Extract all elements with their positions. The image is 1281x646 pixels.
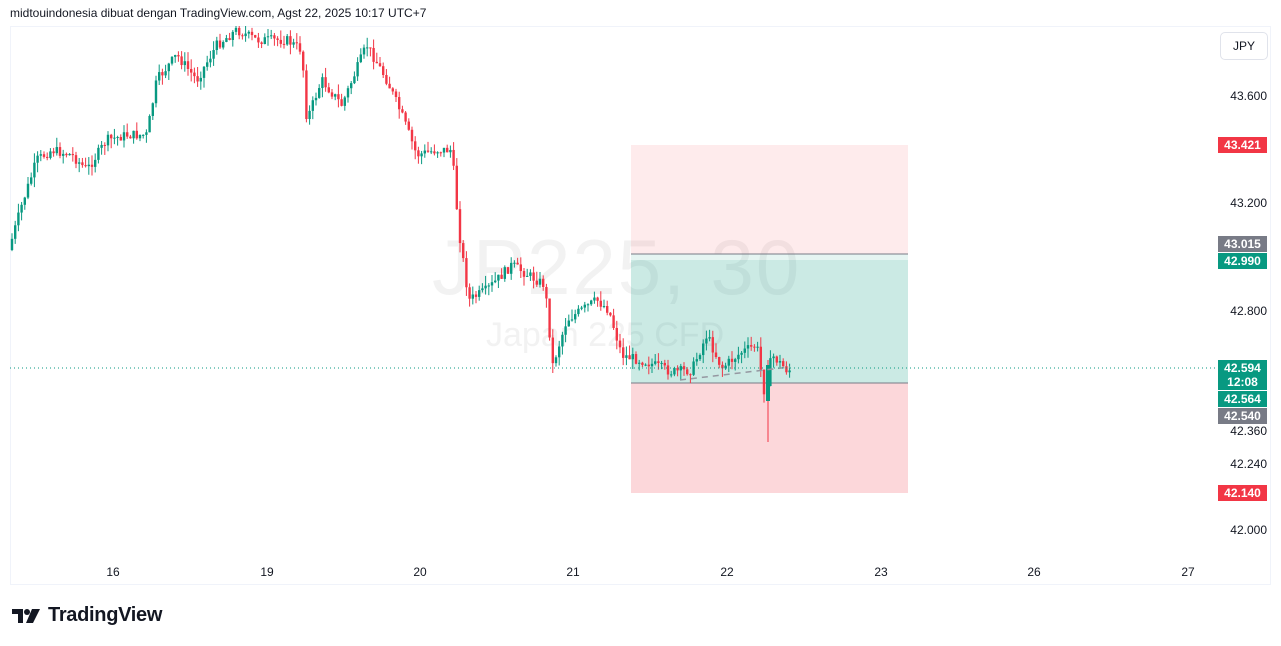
time-tick-label: 21 (566, 565, 580, 579)
price-tick-label: 42.240 (1230, 457, 1267, 471)
chart-attribution: midtouindonesia dibuat dengan TradingVie… (10, 6, 427, 20)
price-tag: 42.564 (1218, 391, 1267, 407)
chart-pane[interactable] (10, 26, 1271, 585)
price-tick-label: 43.200 (1230, 196, 1267, 210)
target-zone (631, 145, 908, 254)
symbol-watermark: JP225, 30 (432, 223, 802, 311)
dashed-trend-line (679, 366, 791, 381)
tradingview-logo-icon (12, 608, 40, 623)
time-tick-label: 23 (874, 565, 888, 579)
price-tag: 43.015 (1218, 236, 1267, 252)
price-tick-label: 42.000 (1230, 523, 1267, 537)
price-tag: 42.594 (1218, 360, 1267, 376)
time-tick-label: 20 (413, 565, 427, 579)
stop-zone (631, 383, 908, 493)
time-tick-label: 19 (260, 565, 274, 579)
price-tag: 43.421 (1218, 137, 1267, 153)
price-tick-label: 43.600 (1230, 89, 1267, 103)
price-tick-label: 42.800 (1230, 304, 1267, 318)
time-tick-label: 27 (1181, 565, 1195, 579)
currency-button[interactable]: JPY (1220, 32, 1268, 60)
logo-text: TradingView (48, 604, 163, 626)
time-tick-label: 22 (720, 565, 734, 579)
tradingview-logo[interactable]: TradingView (12, 604, 162, 627)
price-tick-label: 42.360 (1230, 424, 1267, 438)
description-watermark: Japan 225 CFD (486, 316, 725, 354)
price-tag: 42.140 (1218, 485, 1267, 501)
price-tag: 42.990 (1218, 253, 1267, 269)
time-tick-label: 16 (106, 565, 120, 579)
price-tag: 12:08 (1218, 374, 1267, 390)
price-plot[interactable] (10, 26, 1215, 566)
price-tag: 42.540 (1218, 408, 1267, 424)
time-tick-label: 26 (1027, 565, 1041, 579)
